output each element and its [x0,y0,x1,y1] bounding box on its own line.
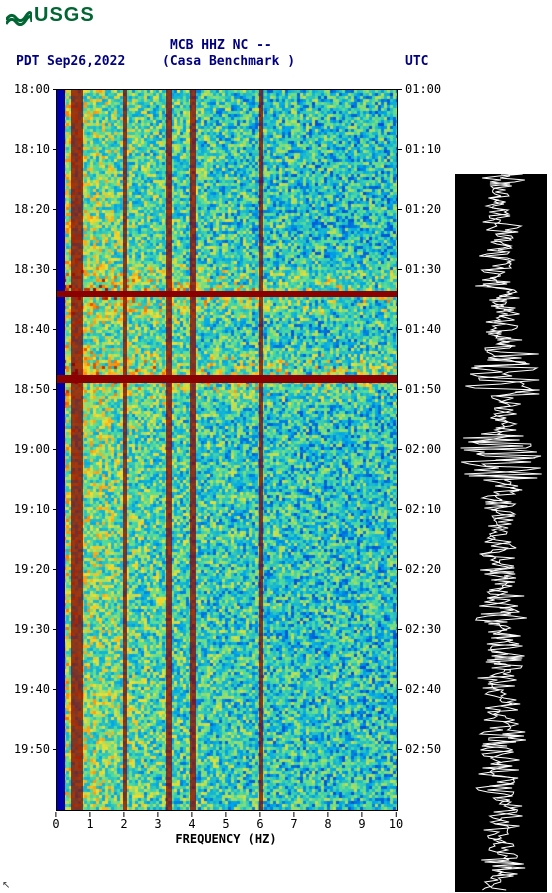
x-tick: 6 [256,812,263,831]
spectrogram-canvas [57,90,397,810]
x-tick: 3 [154,812,161,831]
x-tick: 4 [188,812,195,831]
y-tick-right: 02:10 [405,502,443,516]
waveform-trace [455,174,547,892]
y-tick-left: 18:40 [12,322,50,336]
x-tick: 7 [290,812,297,831]
x-tick: 2 [120,812,127,831]
y-tick-left: 18:10 [12,142,50,156]
y-tick-right: 01:50 [405,382,443,396]
cursor-glyph: ↖ [2,880,10,891]
event-band [57,291,397,297]
spectral-line [123,90,127,810]
y-tick-right: 01:20 [405,202,443,216]
wave-icon [6,6,32,26]
y-tick-left: 19:00 [12,442,50,456]
x-tick: 5 [222,812,229,831]
spectral-line [190,90,196,810]
y-tick-right: 01:00 [405,82,443,96]
x-axis: 012345678910 FREQUENCY (HZ) [56,812,396,852]
date-label: Sep26,2022 [47,54,125,69]
y-tick-right: 01:30 [405,262,443,276]
y-tick-right: 02:00 [405,442,443,456]
y-tick-left: 18:30 [12,262,50,276]
y-tick-left: 19:30 [12,622,50,636]
station-name: (Casa Benchmark ) [162,54,295,69]
y-tick-left: 19:50 [12,742,50,756]
station-line: MCB HHZ NC -- [170,38,272,53]
y-tick-right: 02:20 [405,562,443,576]
x-tick: 8 [324,812,331,831]
y-tick-right: 01:10 [405,142,443,156]
waveform-panel [455,174,547,892]
event-band [57,375,397,383]
spectral-line [166,90,172,810]
plot-area: 18:00 18:10 18:20 18:30 18:40 18:50 19:00 19:10… [0,84,552,864]
x-tick: 0 [52,812,59,831]
usgs-logo: USGS [6,4,95,27]
y-tick-left: 18:00 [12,82,50,96]
x-tick: 10 [389,812,403,831]
y-tick-right: 02:30 [405,622,443,636]
y-tick-left: 19:10 [12,502,50,516]
spectral-line [71,90,83,810]
x-axis-label: FREQUENCY (HZ) [175,832,276,846]
y-tick-right: 01:40 [405,322,443,336]
y-tick-left: 18:50 [12,382,50,396]
usgs-logo-text: USGS [34,4,95,27]
tz-left-label: PDT [16,54,39,69]
y-tick-left: 18:20 [12,202,50,216]
x-tick: 1 [86,812,93,831]
y-tick-right: 02:40 [405,682,443,696]
y-tick-right: 02:50 [405,742,443,756]
spectrogram [56,89,398,811]
spectral-line [259,90,263,810]
low-freq-bar [57,90,65,810]
x-tick: 9 [358,812,365,831]
tz-right-label: UTC [405,54,428,69]
y-tick-left: 19:40 [12,682,50,696]
y-tick-left: 19:20 [12,562,50,576]
